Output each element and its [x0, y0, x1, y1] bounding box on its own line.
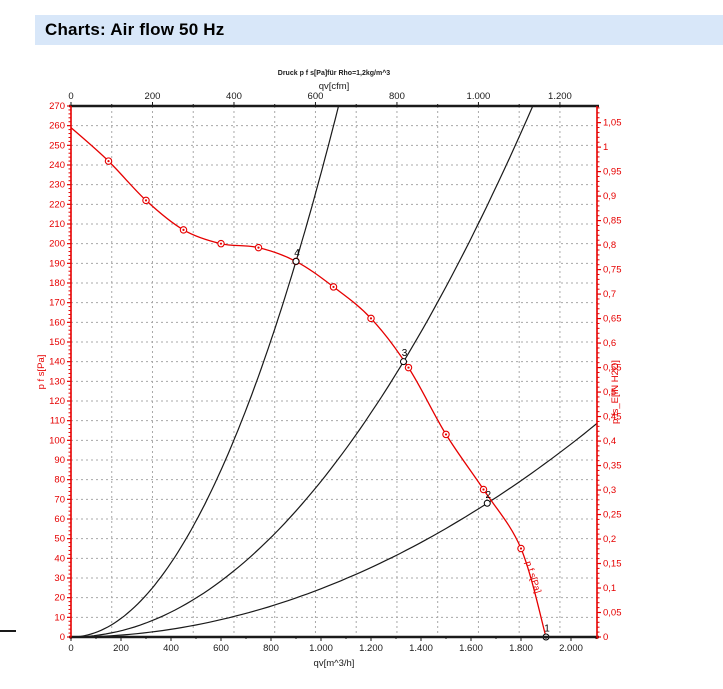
y-right-axis-title: p fs_E[IN H2O] — [610, 360, 621, 424]
svg-text:0: 0 — [68, 91, 73, 102]
svg-text:150: 150 — [49, 337, 65, 348]
svg-text:80: 80 — [54, 475, 65, 486]
svg-text:2.000: 2.000 — [559, 643, 583, 654]
y-left-axis-title: p f s[Pa] — [36, 355, 47, 390]
system-curves — [70, 105, 598, 638]
svg-text:0,2: 0,2 — [603, 534, 616, 545]
svg-text:400: 400 — [163, 643, 179, 654]
svg-text:130: 130 — [49, 376, 65, 387]
svg-text:160: 160 — [49, 317, 65, 328]
svg-text:1.200: 1.200 — [359, 643, 383, 654]
svg-text:220: 220 — [49, 199, 65, 210]
svg-text:0: 0 — [603, 632, 608, 643]
svg-text:1.800: 1.800 — [509, 643, 533, 654]
svg-text:1.000: 1.000 — [467, 91, 491, 102]
svg-text:1: 1 — [603, 142, 608, 153]
operating-point-label: 1 — [544, 624, 550, 635]
svg-text:70: 70 — [54, 494, 65, 505]
svg-text:140: 140 — [49, 357, 65, 368]
svg-text:800: 800 — [389, 91, 405, 102]
system-curve-3 — [71, 422, 598, 638]
svg-text:270: 270 — [49, 101, 65, 112]
operating-point-3 — [400, 358, 407, 366]
svg-text:1.600: 1.600 — [459, 643, 483, 654]
fan-curve: p f s[Pa] — [70, 127, 547, 638]
svg-text:90: 90 — [54, 455, 65, 466]
svg-text:100: 100 — [49, 435, 65, 446]
grid-lines — [71, 106, 597, 637]
svg-text:0,7: 0,7 — [603, 289, 616, 300]
svg-text:0: 0 — [60, 632, 65, 643]
svg-text:0,5: 0,5 — [603, 387, 616, 398]
operating-point-label: 2 — [485, 490, 491, 501]
x-top-axis-title: qv[cfm] — [319, 81, 350, 92]
svg-text:800: 800 — [263, 643, 279, 654]
svg-text:210: 210 — [49, 219, 65, 230]
svg-text:200: 200 — [49, 239, 65, 250]
operating-point-2 — [483, 499, 491, 507]
svg-text:0,75: 0,75 — [603, 265, 622, 276]
svg-text:0,35: 0,35 — [603, 461, 622, 472]
y-axis-right: 0 0,05 0,1 0,15 0,2 0,25 0,3 0,35 0,4 0,45 0,5 0,55… — [597, 107, 622, 643]
x-bottom-axis-title: qv[m^3/h] — [314, 658, 355, 669]
svg-text:0,85: 0,85 — [603, 216, 622, 227]
svg-text:0,15: 0,15 — [603, 559, 622, 570]
svg-text:0,25: 0,25 — [603, 510, 622, 521]
svg-text:0,45: 0,45 — [603, 412, 622, 423]
system-curve-1 — [70, 105, 340, 638]
x-axis-bottom: 0 200 400 600 800 1.000 1.200 1.400 1.600 1.800 2.… — [68, 637, 597, 669]
svg-text:260: 260 — [49, 121, 65, 132]
x-axis-top: 0 200 400 600 800 1.000 1.200 qv[cfm] Druck p f … — [68, 69, 572, 106]
svg-text:110: 110 — [50, 416, 65, 427]
svg-text:240: 240 — [49, 160, 65, 171]
svg-text:40: 40 — [54, 553, 65, 564]
svg-text:0,1: 0,1 — [603, 583, 616, 594]
page-title: Charts: Air flow 50 Hz — [45, 20, 225, 39]
svg-text:600: 600 — [213, 643, 229, 654]
svg-text:10: 10 — [54, 612, 65, 623]
svg-text:30: 30 — [54, 573, 65, 584]
svg-text:60: 60 — [54, 514, 65, 525]
svg-text:0,6: 0,6 — [603, 338, 616, 349]
svg-text:120: 120 — [49, 396, 65, 407]
svg-text:50: 50 — [54, 534, 65, 545]
page-header: Charts: Air flow 50 Hz — [35, 15, 723, 45]
svg-text:0,55: 0,55 — [603, 363, 622, 374]
svg-text:600: 600 — [308, 91, 324, 102]
svg-text:20: 20 — [54, 593, 65, 604]
system-curve-2 — [70, 105, 534, 638]
svg-text:0,8: 0,8 — [603, 240, 616, 251]
y-axis-left: 0 10 20 30 40 50 60 70 80 90 100 110 120 130 140 150 160… — [36, 101, 71, 643]
svg-text:170: 170 — [49, 298, 65, 309]
chart-title: Druck p f s[Pa]für Rho=1,2kg/m^3 — [278, 69, 391, 77]
svg-text:1,05: 1,05 — [603, 118, 622, 129]
svg-text:0,95: 0,95 — [603, 167, 622, 178]
svg-text:190: 190 — [49, 258, 65, 269]
svg-text:200: 200 — [145, 91, 161, 102]
svg-text:230: 230 — [49, 180, 65, 191]
svg-text:0: 0 — [68, 643, 73, 654]
svg-text:1.200: 1.200 — [548, 91, 572, 102]
svg-text:180: 180 — [49, 278, 65, 289]
svg-text:0,9: 0,9 — [603, 191, 616, 202]
operating-point-label: 4 — [294, 248, 300, 259]
svg-text:250: 250 — [49, 140, 65, 151]
svg-text:0,65: 0,65 — [603, 314, 622, 325]
svg-text:200: 200 — [113, 643, 129, 654]
operating-point-label: 3 — [402, 348, 408, 359]
svg-text:0,3: 0,3 — [603, 485, 616, 496]
svg-text:1.000: 1.000 — [309, 643, 333, 654]
operating-points: 1 2 3 4 — [292, 248, 550, 641]
fan-curve-label: p f s[Pa] — [523, 560, 543, 595]
operating-point-4 — [292, 257, 300, 265]
svg-text:0,05: 0,05 — [603, 608, 622, 619]
svg-text:1.400: 1.400 — [409, 643, 433, 654]
svg-text:0,4: 0,4 — [603, 436, 616, 447]
svg-text:400: 400 — [226, 91, 242, 102]
